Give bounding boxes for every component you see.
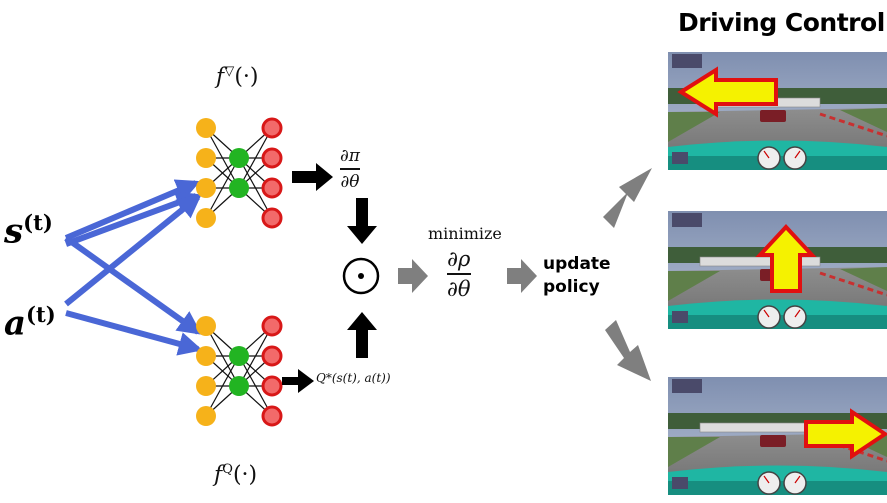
state-input-label: s(t) [4, 210, 53, 251]
input-arrows [64, 179, 203, 356]
value-input-node [196, 316, 216, 336]
policy-line: policy [543, 277, 600, 297]
update-line: update [543, 254, 611, 274]
q-star-label: Q*(s(t), a(t)) [316, 371, 391, 385]
policy-hidden-node [229, 178, 249, 198]
policy-fn-arg: (·) [234, 64, 259, 90]
state-to-value-arrow [64, 235, 202, 335]
value-output-arrow [282, 369, 314, 393]
driving-frame-right [668, 377, 887, 495]
action-superscript: (t) [26, 302, 56, 327]
dpi-down-arrow [347, 198, 377, 244]
control-arrow-forward [755, 224, 817, 293]
policy-hidden-node [229, 148, 249, 168]
value-output-node [261, 345, 283, 367]
value-connections [205, 325, 273, 417]
state-superscript: (t) [23, 210, 53, 235]
update-to-right-arrow [605, 320, 651, 381]
value-hidden-node [229, 346, 249, 366]
driving-control-title: Driving Control [678, 8, 885, 37]
minimize-label: minimize [428, 224, 502, 243]
policy-output-node [261, 147, 283, 169]
control-arrow-right [804, 408, 887, 460]
action-to-policy-arrow [64, 193, 202, 307]
black-arrows [282, 163, 377, 393]
value-function-label: fQ(·) [214, 462, 257, 487]
value-network [196, 315, 283, 427]
state-to-policy-arrow-2 [64, 191, 201, 247]
action-symbol: a [4, 303, 27, 344]
odot-to-minimize-arrow [398, 259, 428, 293]
policy-input-node [196, 148, 216, 168]
policy-connections [205, 127, 273, 219]
state-to-policy-arrow-1 [64, 179, 201, 241]
value-fn-arg: (·) [232, 462, 258, 488]
control-arrow-left [677, 66, 778, 118]
policy-output-node [261, 177, 283, 199]
minimize-to-update-arrow [507, 259, 537, 293]
drho-dtheta-fraction: ∂ρ ∂θ [447, 247, 471, 301]
drho-denominator: ∂θ [447, 276, 471, 301]
driving-frame-forward [668, 211, 887, 329]
state-symbol: s [4, 211, 24, 252]
driving-frames [668, 52, 887, 495]
value-output-node [261, 315, 283, 337]
value-fn-sup: Q [222, 462, 233, 477]
policy-input-node [196, 208, 216, 228]
value-fn-symbol: f [214, 462, 223, 488]
policy-fn-sup: ▽ [224, 64, 235, 79]
policy-output-arrow [292, 163, 333, 191]
value-output-node [261, 375, 283, 397]
dpi-numerator: ∂π [340, 146, 360, 166]
action-input-label: a(t) [4, 302, 56, 343]
gray-arrows [398, 168, 652, 381]
policy-input-node [196, 178, 216, 198]
policy-fn-symbol: f [216, 64, 225, 90]
policy-input-node [196, 118, 216, 138]
update-policy-label: update policy [543, 253, 611, 299]
odot-operator [342, 257, 380, 295]
policy-network [196, 117, 283, 229]
value-input-node [196, 346, 216, 366]
value-input-node [196, 406, 216, 426]
policy-output-node [261, 207, 283, 229]
value-output-node [261, 405, 283, 427]
policy-output-node [261, 117, 283, 139]
drho-numerator: ∂ρ [447, 247, 471, 271]
update-to-left-arrow [603, 168, 652, 228]
action-to-value-arrow [65, 310, 203, 356]
value-input-node [196, 376, 216, 396]
dpi-dtheta-fraction: ∂π ∂θ [340, 146, 360, 192]
driving-frame-left [668, 52, 887, 170]
q-up-arrow [347, 312, 377, 358]
dpi-denominator: ∂θ [340, 171, 360, 192]
policy-function-label: f▽(·) [216, 64, 258, 89]
value-hidden-node [229, 376, 249, 396]
